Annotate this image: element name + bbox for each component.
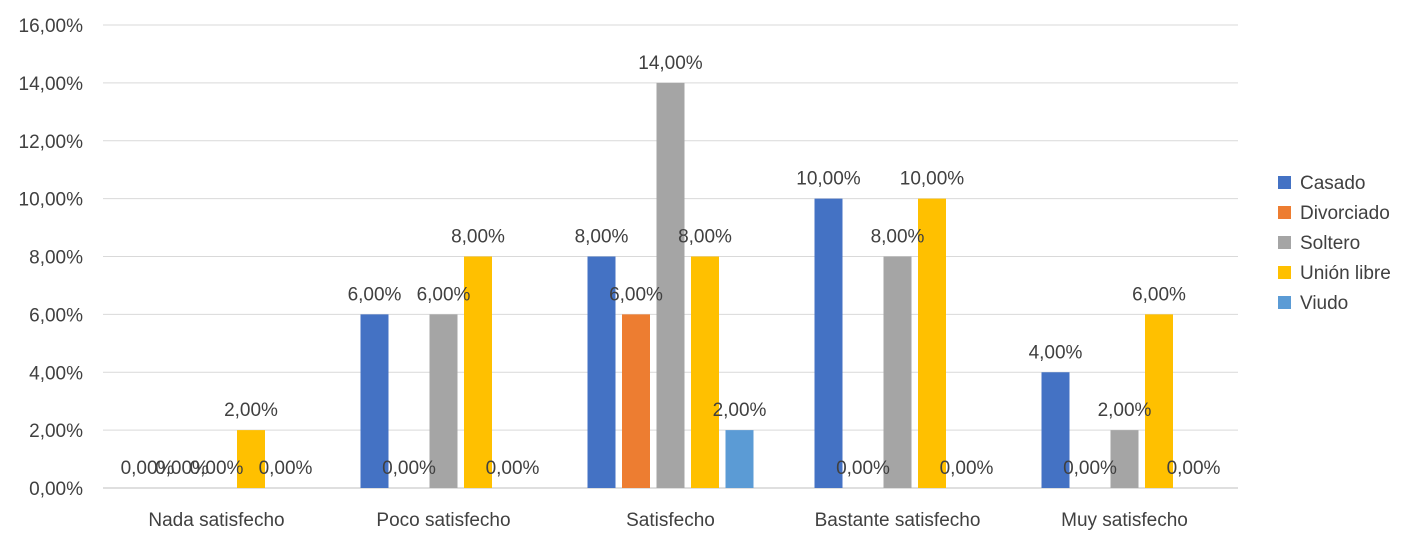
data-label: 8,00%	[678, 227, 732, 248]
data-label: 2,00%	[1098, 400, 1152, 421]
data-label: 0,00%	[1063, 458, 1117, 479]
category-label: Poco satisfecho	[376, 510, 510, 531]
legend-label: Soltero	[1300, 233, 1360, 254]
data-label: 6,00%	[417, 284, 471, 305]
legend-label: Casado	[1300, 173, 1366, 194]
legend-swatch	[1278, 206, 1291, 219]
bar	[1041, 372, 1070, 488]
data-label: 14,00%	[638, 53, 703, 74]
data-label: 6,00%	[1132, 284, 1186, 305]
legend-swatch	[1278, 296, 1291, 309]
data-label: 0,00%	[1167, 458, 1221, 479]
data-label: 8,00%	[575, 227, 629, 248]
bar	[1110, 430, 1139, 488]
bar	[587, 256, 616, 488]
x-axis: Nada satisfecho Poco satisfecho Satisfecho…	[148, 510, 1187, 531]
y-tick-label: 0,00%	[29, 479, 83, 500]
legend-label: Divorciado	[1300, 203, 1390, 224]
legend-label: Unión libre	[1300, 263, 1391, 284]
category-label: Muy satisfecho	[1061, 510, 1188, 531]
bar	[656, 82, 685, 488]
data-label: 2,00%	[224, 400, 278, 421]
y-tick-label: 14,00%	[19, 74, 84, 95]
y-tick-label: 10,00%	[19, 190, 84, 211]
data-label: 0,00%	[940, 458, 994, 479]
data-label: 6,00%	[348, 284, 402, 305]
bar	[237, 430, 265, 488]
data-label: 0,00%	[836, 458, 890, 479]
data-label: 0,00%	[259, 458, 313, 479]
legend-swatch	[1278, 176, 1291, 189]
bar	[360, 314, 389, 488]
y-tick-label: 6,00%	[29, 305, 83, 326]
category-label: Nada satisfecho	[148, 510, 284, 531]
y-tick-label: 12,00%	[19, 132, 84, 153]
bar	[464, 256, 492, 488]
data-label: 8,00%	[871, 227, 925, 248]
legend-swatch	[1278, 236, 1291, 249]
data-label: 4,00%	[1029, 342, 1083, 363]
bars	[237, 82, 1173, 488]
y-axis: 0,00% 2,00% 4,00% 6,00% 8,00% 10,00% 12,00% 14,…	[19, 16, 84, 500]
bar	[918, 198, 946, 488]
bar	[725, 430, 754, 488]
data-label: 2,00%	[713, 400, 767, 421]
bar	[883, 256, 912, 488]
bar	[1145, 314, 1173, 488]
bar	[622, 314, 650, 488]
data-label: 10,00%	[900, 169, 965, 190]
data-label: 0,00%	[155, 458, 209, 479]
data-label: 0,00%	[190, 458, 244, 479]
legend: Casado Divorciado Soltero Unión libre Viudo	[1278, 173, 1391, 314]
category-label: Bastante satisfecho	[815, 510, 981, 531]
legend-swatch	[1278, 266, 1291, 279]
data-label: 8,00%	[451, 227, 505, 248]
legend-label: Viudo	[1300, 293, 1348, 314]
bar	[814, 198, 843, 488]
bar	[691, 256, 719, 488]
data-label: 10,00%	[796, 169, 861, 190]
data-label: 6,00%	[609, 284, 663, 305]
y-tick-label: 2,00%	[29, 421, 83, 442]
data-labels: 0,00%0,00%0,00%2,00%0,00%6,00%0,00%6,00%…	[121, 53, 1221, 479]
y-tick-label: 4,00%	[29, 363, 83, 384]
category-label: Satisfecho	[626, 510, 715, 531]
bar	[429, 314, 458, 488]
y-tick-label: 8,00%	[29, 248, 83, 269]
data-label: 0,00%	[382, 458, 436, 479]
data-label: 0,00%	[486, 458, 540, 479]
y-tick-label: 16,00%	[19, 16, 84, 37]
data-label: 0,00%	[121, 458, 175, 479]
